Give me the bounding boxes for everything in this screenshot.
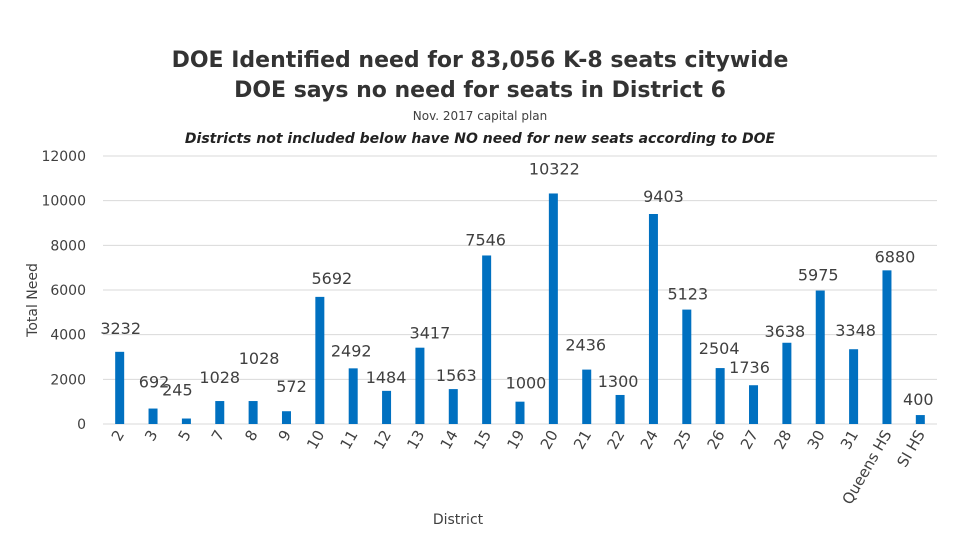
y-tick-label: 8000 (50, 238, 86, 254)
data-label: 572 (276, 377, 307, 396)
x-tick-label: 8 (241, 427, 261, 444)
bar (715, 368, 725, 424)
y-tick-label: 10000 (41, 194, 86, 210)
data-label: 1736 (729, 358, 770, 377)
y-tick-labels: 0 2000 4000 6000 8000 10000 12000 (41, 149, 86, 433)
bar (482, 255, 492, 424)
data-label: 1563 (436, 366, 477, 385)
y-tick-label: 12000 (41, 149, 86, 165)
bar (148, 408, 158, 424)
bar (115, 351, 125, 424)
x-tick-label: 19 (503, 427, 528, 453)
x-tick-label: 26 (703, 427, 728, 453)
bar (682, 309, 692, 424)
bar (782, 342, 792, 424)
x-tick-labels: 2 3 5 7 8 9 10 11 12 13 14 15 19 20 21 22 24 25 26 27 28 30 31… (108, 427, 929, 508)
bar (415, 347, 425, 424)
x-axis-label: District (433, 512, 484, 528)
data-label: 1300 (598, 372, 639, 391)
y-tick-label: 0 (77, 417, 86, 433)
x-tick-label: 9 (275, 427, 295, 444)
bar (515, 401, 525, 424)
data-label: 3638 (765, 322, 806, 341)
bar (382, 390, 392, 424)
y-axis-label: Total Need (25, 263, 41, 338)
bar (815, 290, 825, 424)
data-label: 6880 (875, 247, 916, 266)
bar (615, 394, 625, 424)
data-label: 2504 (699, 339, 740, 358)
x-tick-label: 28 (770, 427, 795, 453)
data-label: 2492 (331, 341, 372, 360)
x-tick-label: 30 (804, 427, 829, 453)
bar (882, 270, 892, 424)
data-label: 1028 (239, 349, 280, 368)
x-tick-label: 27 (737, 427, 762, 453)
x-tick-label: 24 (637, 427, 662, 453)
data-label: 692 (139, 373, 170, 392)
y-tick-label: 2000 (50, 372, 86, 388)
data-label: 400 (903, 390, 934, 409)
bars (115, 193, 925, 424)
bar (281, 411, 291, 424)
data-label: 3348 (835, 321, 876, 340)
bar (749, 385, 759, 424)
data-label: 3417 (410, 324, 451, 343)
x-tick-label: 3 (141, 427, 161, 444)
x-tick-label: 22 (603, 427, 628, 453)
x-tick-label: SI HS (893, 427, 928, 470)
x-tick-label: 14 (437, 427, 462, 453)
bar (915, 415, 925, 424)
data-label: 1484 (366, 368, 407, 387)
data-label: 3232 (100, 319, 141, 338)
x-tick-label: 5 (175, 427, 195, 444)
x-tick-label: 20 (537, 427, 562, 453)
bar (448, 389, 458, 424)
x-tick-label: 25 (670, 427, 695, 453)
x-tick-label: 15 (470, 427, 495, 453)
data-label: 2436 (565, 336, 606, 355)
x-tick-label: 31 (837, 427, 862, 453)
x-tick-label: 10 (303, 427, 328, 453)
bar (849, 349, 859, 424)
data-label: 10322 (529, 159, 580, 178)
x-tick-label: 2 (108, 427, 128, 444)
x-tick-label: 11 (337, 427, 362, 453)
y-tick-label: 4000 (50, 328, 86, 344)
chart-note: Nov. 2017 capital plan (412, 109, 548, 123)
bar (648, 213, 658, 424)
bar (548, 193, 558, 424)
data-label: 9403 (643, 187, 684, 206)
data-label: 1028 (199, 368, 240, 387)
data-label: 5123 (667, 285, 708, 304)
data-label: 245 (162, 381, 193, 400)
data-label: 1000 (506, 374, 547, 393)
data-label: 5975 (798, 266, 839, 285)
x-tick-label: 21 (570, 427, 595, 453)
bar (348, 368, 358, 424)
bar (582, 369, 592, 424)
bar (248, 401, 258, 424)
bar (315, 296, 325, 424)
chart-annotation: Districts not included below have NO nee… (184, 131, 776, 147)
bar (181, 418, 191, 424)
data-label: 7546 (465, 230, 506, 249)
data-label: 5692 (311, 269, 352, 288)
x-tick-label: 13 (403, 427, 428, 453)
chart-title: DOE Identified need for 83,056 K-8 seats… (171, 48, 789, 73)
bar (215, 401, 225, 424)
y-tick-label: 6000 (50, 283, 86, 299)
chart-subtitle: DOE says no need for seats in District 6 (234, 78, 726, 103)
x-tick-label: 12 (370, 427, 395, 453)
x-tick-label: 7 (208, 427, 228, 444)
